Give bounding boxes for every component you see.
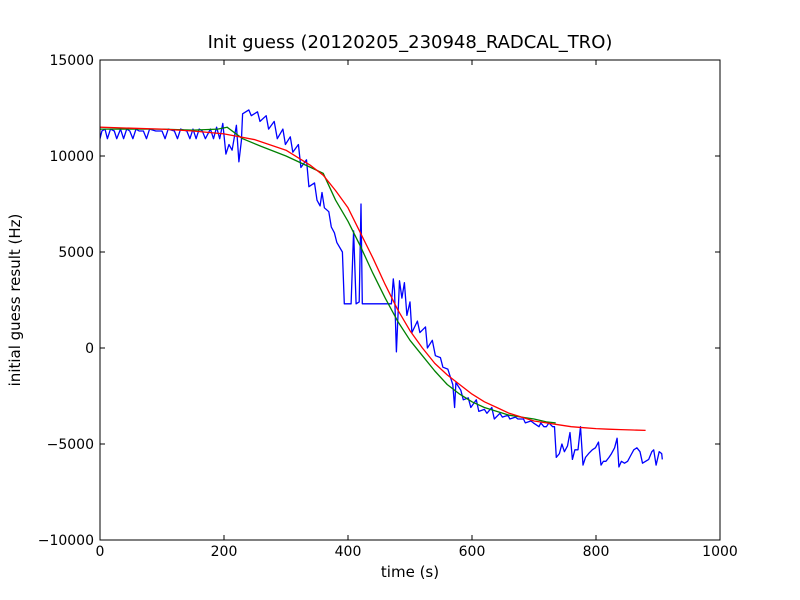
x-tick-label: 200 bbox=[211, 544, 238, 560]
y-tick-label: 10000 bbox=[49, 149, 94, 165]
plot-frame bbox=[99, 59, 721, 541]
x-tick-label: 800 bbox=[583, 544, 610, 560]
y-tick-label: 15000 bbox=[49, 53, 94, 69]
x-axis-ticks: 0 200 400 600 800 1000 bbox=[96, 60, 738, 560]
y-tick-label: −10000 bbox=[38, 533, 94, 549]
x-axis-label: time (s) bbox=[381, 563, 439, 581]
y-tick-label: 5000 bbox=[58, 245, 94, 261]
x-tick-label: 1000 bbox=[702, 544, 738, 560]
y-tick-label: −5000 bbox=[47, 437, 94, 453]
series-layer bbox=[100, 109, 663, 468]
series-line-2 bbox=[100, 126, 556, 424]
x-tick-label: 600 bbox=[459, 544, 486, 560]
chart-title: Init guess (20120205_230948_RADCAL_TRO) bbox=[208, 32, 613, 53]
x-tick-label: 0 bbox=[96, 544, 105, 560]
y-tick-label: 0 bbox=[85, 341, 94, 357]
y-axis-label: initial guess result (Hz) bbox=[6, 214, 24, 387]
series-line-3 bbox=[100, 126, 646, 432]
y-axis-ticks: −10000 −5000 0 5000 10000 15000 bbox=[38, 53, 720, 549]
x-tick-label: 400 bbox=[335, 544, 362, 560]
series-line-1 bbox=[100, 109, 663, 468]
